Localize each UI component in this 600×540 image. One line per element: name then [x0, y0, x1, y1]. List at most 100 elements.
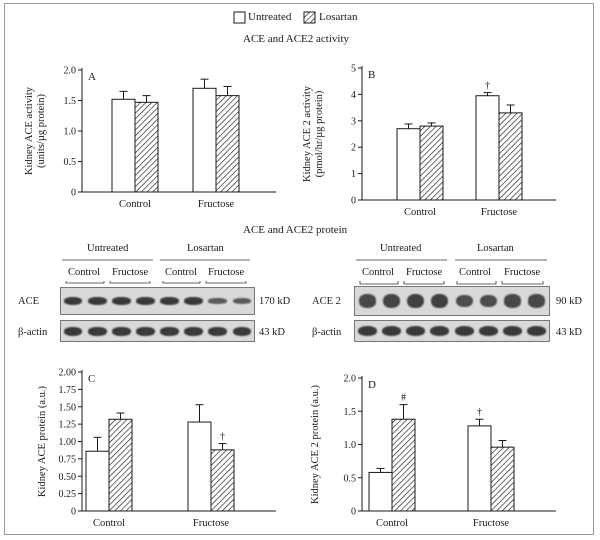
y-tick-label: 5	[351, 64, 356, 75]
blot-band	[528, 294, 546, 308]
y-tick-label: 0	[351, 196, 356, 207]
blot-band	[357, 326, 377, 336]
y-tick-label: 1.75	[59, 385, 77, 396]
bar-untreated	[192, 87, 217, 193]
y-axis-label: Kidney ACE 2 activity(pmol/hr/µg protein…	[302, 85, 325, 182]
blot-band	[63, 326, 83, 336]
chart-ace2-activity: 0 1 2 3 4 5 B Kidney ACE 2 activity(pmol/hr/µg …	[302, 64, 556, 218]
bar-losartan	[210, 449, 235, 512]
bar-losartan	[498, 112, 523, 201]
blot-band	[431, 293, 449, 309]
blot-right-row-label-ace2: ACE 2	[312, 296, 341, 307]
blot-band	[208, 298, 228, 304]
y-tick-label: 1.25	[59, 420, 77, 431]
bar-untreated	[475, 95, 500, 201]
legend-untreated-label: Untreated	[248, 11, 292, 23]
bar-untreated	[187, 421, 212, 512]
y-axis-label: Kidney ACE protein (a.u.)	[37, 385, 48, 497]
blot-band	[232, 298, 252, 304]
y-tick-label: 0.5	[64, 157, 77, 168]
blot-band	[478, 326, 498, 336]
blot-left-lane-label: Fructose	[112, 267, 149, 278]
bar-losartan	[419, 125, 444, 201]
bar-untreated	[111, 98, 136, 193]
blot-band	[160, 297, 179, 305]
blot-right-brackets	[356, 259, 547, 285]
blot-band	[479, 294, 497, 308]
y-tick-label: 1.0	[64, 127, 77, 138]
blot-left-actin-strip	[60, 320, 255, 342]
category-label: Control	[119, 199, 151, 210]
blot-right-lane-label: Fructose	[406, 267, 443, 278]
figure-frame	[4, 3, 594, 535]
bar-untreated	[467, 425, 492, 512]
y-tick-label: 2.00	[59, 368, 77, 379]
panel-letter: C	[88, 373, 95, 385]
blot-band	[406, 326, 426, 336]
blot-band	[407, 293, 425, 309]
blot-right-actin-strip	[354, 320, 550, 342]
y-tick-label: 0.5	[344, 473, 357, 484]
category-label: Fructose	[473, 518, 510, 529]
protein-section-title: ACE and ACE2 protein	[243, 224, 348, 236]
legend-untreated-swatch	[233, 11, 246, 24]
chart-ace-protein: 0 0.25 0.50 0.75 1.00 1.25 1.50 1.75 2.00 C Kidney…	[37, 368, 276, 529]
blot-band	[136, 326, 155, 336]
panel-letter: D	[368, 379, 376, 391]
bar-losartan	[490, 446, 515, 512]
y-tick-label: 3	[351, 116, 356, 127]
y-tick-label: 0.75	[59, 454, 77, 465]
legend: Untreated Losartan	[232, 10, 382, 26]
bar-losartan	[391, 418, 416, 512]
blot-band	[382, 294, 400, 308]
y-tick-label: 4	[351, 90, 356, 101]
y-tick-label: 1.50	[59, 402, 77, 413]
blot-band	[208, 326, 228, 336]
bar-losartan	[108, 418, 133, 512]
blot-band	[504, 294, 522, 308]
y-tick-label: 1.0	[344, 440, 357, 451]
blot-band	[160, 326, 179, 336]
significance-mark: †	[220, 432, 225, 443]
blot-band	[454, 326, 474, 336]
category-label: Control	[376, 518, 408, 529]
chart-ace-activity: 0 0.5 1.0 1.5 2.0 A Kidney ACE activity(units/…	[24, 66, 276, 210]
bar-untreated	[396, 128, 421, 201]
bar-losartan	[215, 95, 240, 193]
bar-losartan	[134, 101, 159, 193]
panel-letter: A	[88, 71, 96, 83]
y-tick-label: 1	[351, 169, 356, 180]
significance-mark: #	[401, 393, 406, 404]
blot-left-group-losartan: Losartan	[187, 243, 224, 254]
category-label: Control	[404, 207, 436, 218]
y-tick-label: 2	[351, 143, 356, 154]
blot-right-group-losartan: Losartan	[477, 243, 514, 254]
activity-section-title: ACE and ACE2 activity	[243, 33, 350, 45]
blot-right-group-untreated: Untreated	[380, 243, 422, 254]
blot-band	[111, 297, 131, 305]
blot-right-lane-label: Fructose	[504, 267, 541, 278]
y-tick-label: 0	[71, 188, 76, 199]
significance-mark: †	[485, 81, 490, 92]
blot-right-ace2-strip	[354, 286, 550, 316]
blot-left-ace-strip	[60, 287, 255, 315]
y-tick-label: 1.5	[344, 407, 357, 418]
bar-untreated	[368, 471, 393, 512]
blot-left-brackets	[62, 259, 250, 284]
y-axis-label: Kidney ACE activity(units/µg protein)	[24, 86, 47, 175]
blot-left-row-label-actin: β-actin	[18, 327, 48, 338]
y-axis-label: Kidney ACE 2 protein (a.u.)	[310, 385, 321, 504]
blot-band	[184, 326, 204, 336]
legend-losartan-label: Losartan	[319, 11, 358, 23]
blot-right-size-ace2: 90 kD	[556, 296, 582, 307]
y-tick-label: 1.5	[64, 96, 77, 107]
blot-left-group-untreated: Untreated	[87, 243, 129, 254]
blot-left-lane-label: Fructose	[208, 267, 245, 278]
blot-band	[232, 326, 252, 336]
blot-band	[184, 297, 204, 305]
y-tick-label: 0.50	[59, 472, 77, 483]
blot-right-size-actin: 43 kD	[556, 327, 582, 338]
blot-band	[381, 326, 401, 336]
blot-band	[87, 297, 107, 305]
category-label: Fructose	[193, 518, 230, 529]
